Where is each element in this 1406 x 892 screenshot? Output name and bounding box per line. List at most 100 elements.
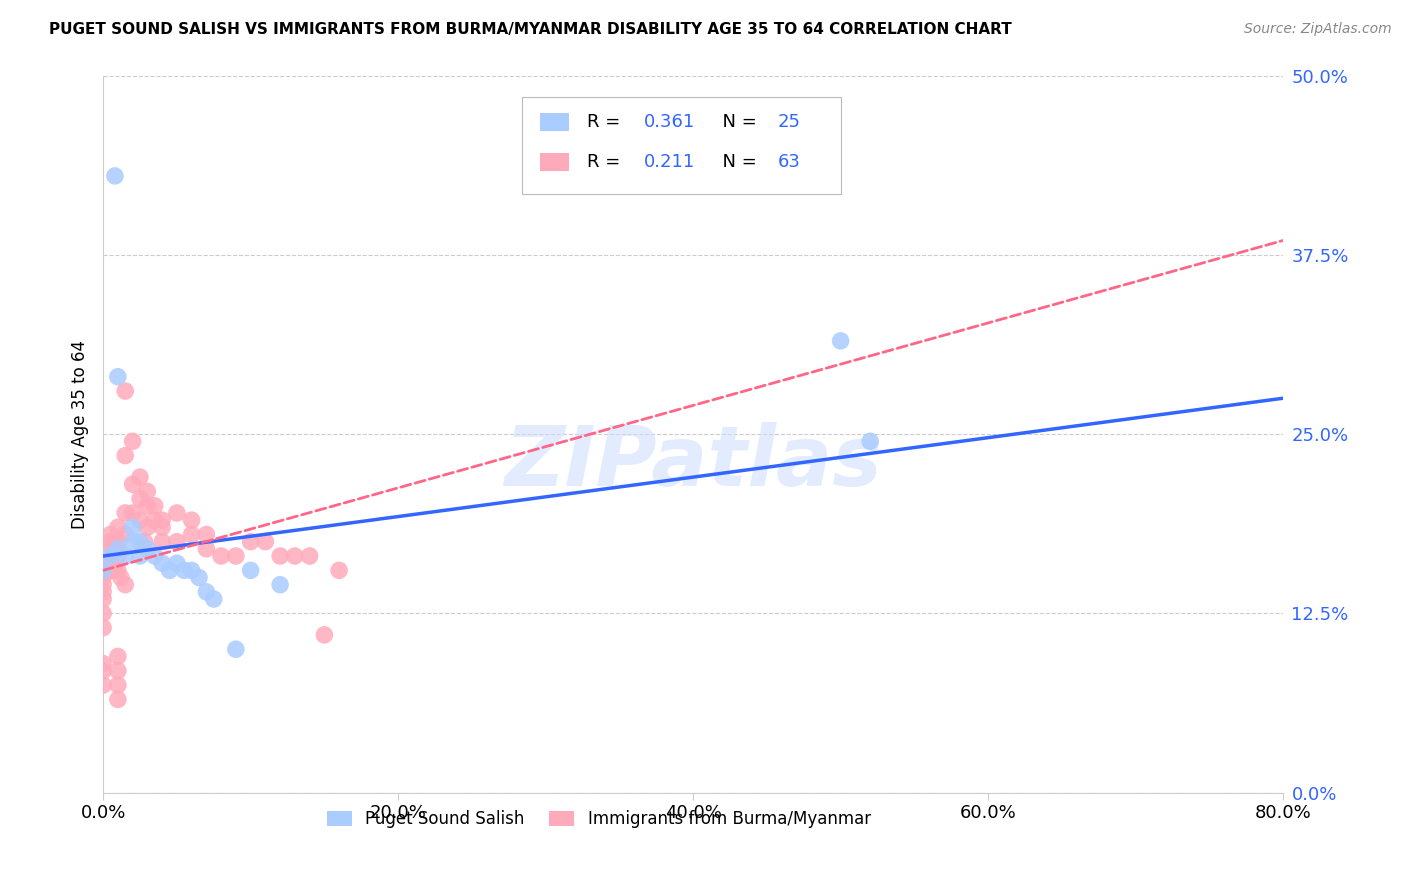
Point: [91, 556, 114, 570]
FancyBboxPatch shape: [522, 97, 841, 194]
Point: [136, 520, 159, 534]
Point: [91, 592, 114, 607]
Point: [107, 520, 129, 534]
Point: [100, 549, 122, 563]
Point: [166, 556, 188, 570]
Point: [91, 621, 114, 635]
Point: [107, 649, 129, 664]
Point: [166, 506, 188, 520]
Point: [134, 534, 156, 549]
Text: 63: 63: [778, 153, 801, 170]
Point: [100, 527, 122, 541]
Point: [91, 657, 114, 671]
Text: 25: 25: [778, 113, 801, 131]
Point: [129, 534, 152, 549]
Point: [166, 534, 188, 549]
Point: [121, 434, 143, 449]
Point: [91, 607, 114, 621]
Point: [104, 541, 127, 556]
Point: [143, 499, 166, 513]
Point: [225, 642, 247, 657]
Point: [129, 491, 152, 506]
Point: [173, 563, 195, 577]
Point: [107, 541, 129, 556]
Point: [143, 549, 166, 563]
Point: [91, 664, 114, 678]
Point: [91, 678, 114, 692]
Point: [180, 513, 202, 527]
Point: [107, 534, 129, 549]
Point: [100, 563, 122, 577]
Point: [225, 549, 247, 563]
Point: [209, 549, 232, 563]
Point: [107, 678, 129, 692]
Point: [121, 520, 143, 534]
Point: [114, 527, 136, 541]
Point: [239, 563, 262, 577]
Point: [121, 477, 143, 491]
Point: [239, 534, 262, 549]
Text: Source: ZipAtlas.com: Source: ZipAtlas.com: [1244, 22, 1392, 37]
Point: [150, 534, 173, 549]
Point: [269, 549, 291, 563]
Point: [136, 499, 159, 513]
Point: [114, 577, 136, 591]
Text: 0.211: 0.211: [644, 153, 695, 170]
Point: [129, 513, 152, 527]
Point: [195, 527, 218, 541]
Point: [91, 577, 114, 591]
Point: [107, 664, 129, 678]
Point: [91, 563, 114, 577]
Point: [114, 506, 136, 520]
Point: [188, 570, 211, 584]
Point: [104, 169, 127, 183]
Text: ZIPatlas: ZIPatlas: [505, 422, 882, 503]
Bar: [540, 153, 569, 170]
Point: [180, 527, 202, 541]
Point: [195, 541, 218, 556]
Point: [136, 484, 159, 499]
Y-axis label: Disability Age 35 to 64: Disability Age 35 to 64: [72, 340, 89, 529]
Point: [298, 549, 321, 563]
Text: 0.361: 0.361: [644, 113, 695, 131]
Point: [107, 563, 129, 577]
Point: [180, 563, 202, 577]
Text: N =: N =: [711, 153, 762, 170]
Text: PUGET SOUND SALISH VS IMMIGRANTS FROM BURMA/MYANMAR DISABILITY AGE 35 TO 64 CORR: PUGET SOUND SALISH VS IMMIGRANTS FROM BU…: [49, 22, 1012, 37]
Point: [202, 592, 225, 607]
Point: [91, 541, 114, 556]
Point: [136, 541, 159, 556]
Point: [100, 549, 122, 563]
Point: [159, 563, 181, 577]
Point: [110, 570, 132, 584]
Point: [129, 470, 152, 484]
Point: [830, 334, 852, 348]
Point: [100, 534, 122, 549]
Point: [195, 585, 218, 599]
Point: [314, 628, 336, 642]
Point: [859, 434, 882, 449]
Point: [150, 520, 173, 534]
Point: [129, 549, 152, 563]
Point: [121, 534, 143, 549]
Point: [107, 692, 129, 706]
Point: [150, 513, 173, 527]
Point: [114, 449, 136, 463]
Point: [91, 570, 114, 584]
Bar: [540, 113, 569, 131]
Point: [100, 549, 122, 563]
Point: [143, 513, 166, 527]
Point: [121, 506, 143, 520]
Point: [150, 556, 173, 570]
Point: [91, 563, 114, 577]
Point: [269, 577, 291, 591]
Point: [114, 549, 136, 563]
Text: R =: R =: [586, 153, 626, 170]
Point: [284, 549, 307, 563]
Point: [107, 549, 129, 563]
Point: [104, 563, 127, 577]
Point: [114, 384, 136, 398]
Text: N =: N =: [711, 113, 762, 131]
Point: [91, 585, 114, 599]
Point: [328, 563, 350, 577]
